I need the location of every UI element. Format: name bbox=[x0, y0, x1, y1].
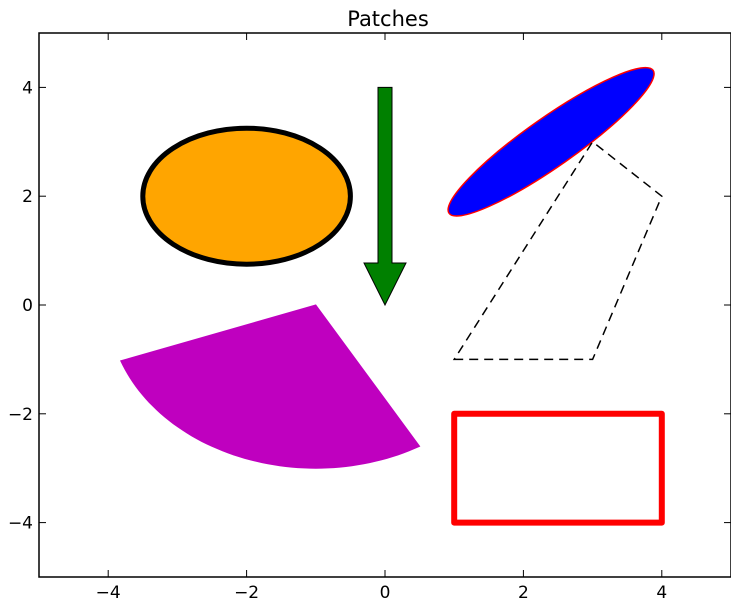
x-tick-label: −4 bbox=[96, 583, 121, 603]
patch-rectangle-6 bbox=[451, 410, 665, 526]
x-tick-label: 4 bbox=[656, 583, 667, 603]
patch-ellipse-1 bbox=[140, 125, 353, 267]
patch-arrow-2 bbox=[363, 86, 407, 307]
x-tick-label: 0 bbox=[380, 583, 391, 603]
tick-layer: −4 −2 0 2 4 −4 −2 0 2 4 bbox=[8, 33, 731, 603]
x-tick-label: −2 bbox=[234, 583, 259, 603]
patch-ellipse-3 bbox=[447, 66, 655, 217]
patch-polygon-4 bbox=[452, 140, 663, 361]
patch-layer bbox=[119, 66, 665, 526]
chart-title: Patches bbox=[347, 7, 429, 31]
patch-wedge-5 bbox=[119, 304, 421, 469]
y-tick-label: −4 bbox=[8, 514, 33, 534]
y-tick-label: 2 bbox=[22, 187, 33, 207]
x-tick-label: 2 bbox=[518, 583, 529, 603]
y-tick-label: −2 bbox=[8, 405, 33, 425]
y-tick-label: 4 bbox=[22, 78, 33, 98]
y-tick-label: 0 bbox=[22, 296, 33, 316]
